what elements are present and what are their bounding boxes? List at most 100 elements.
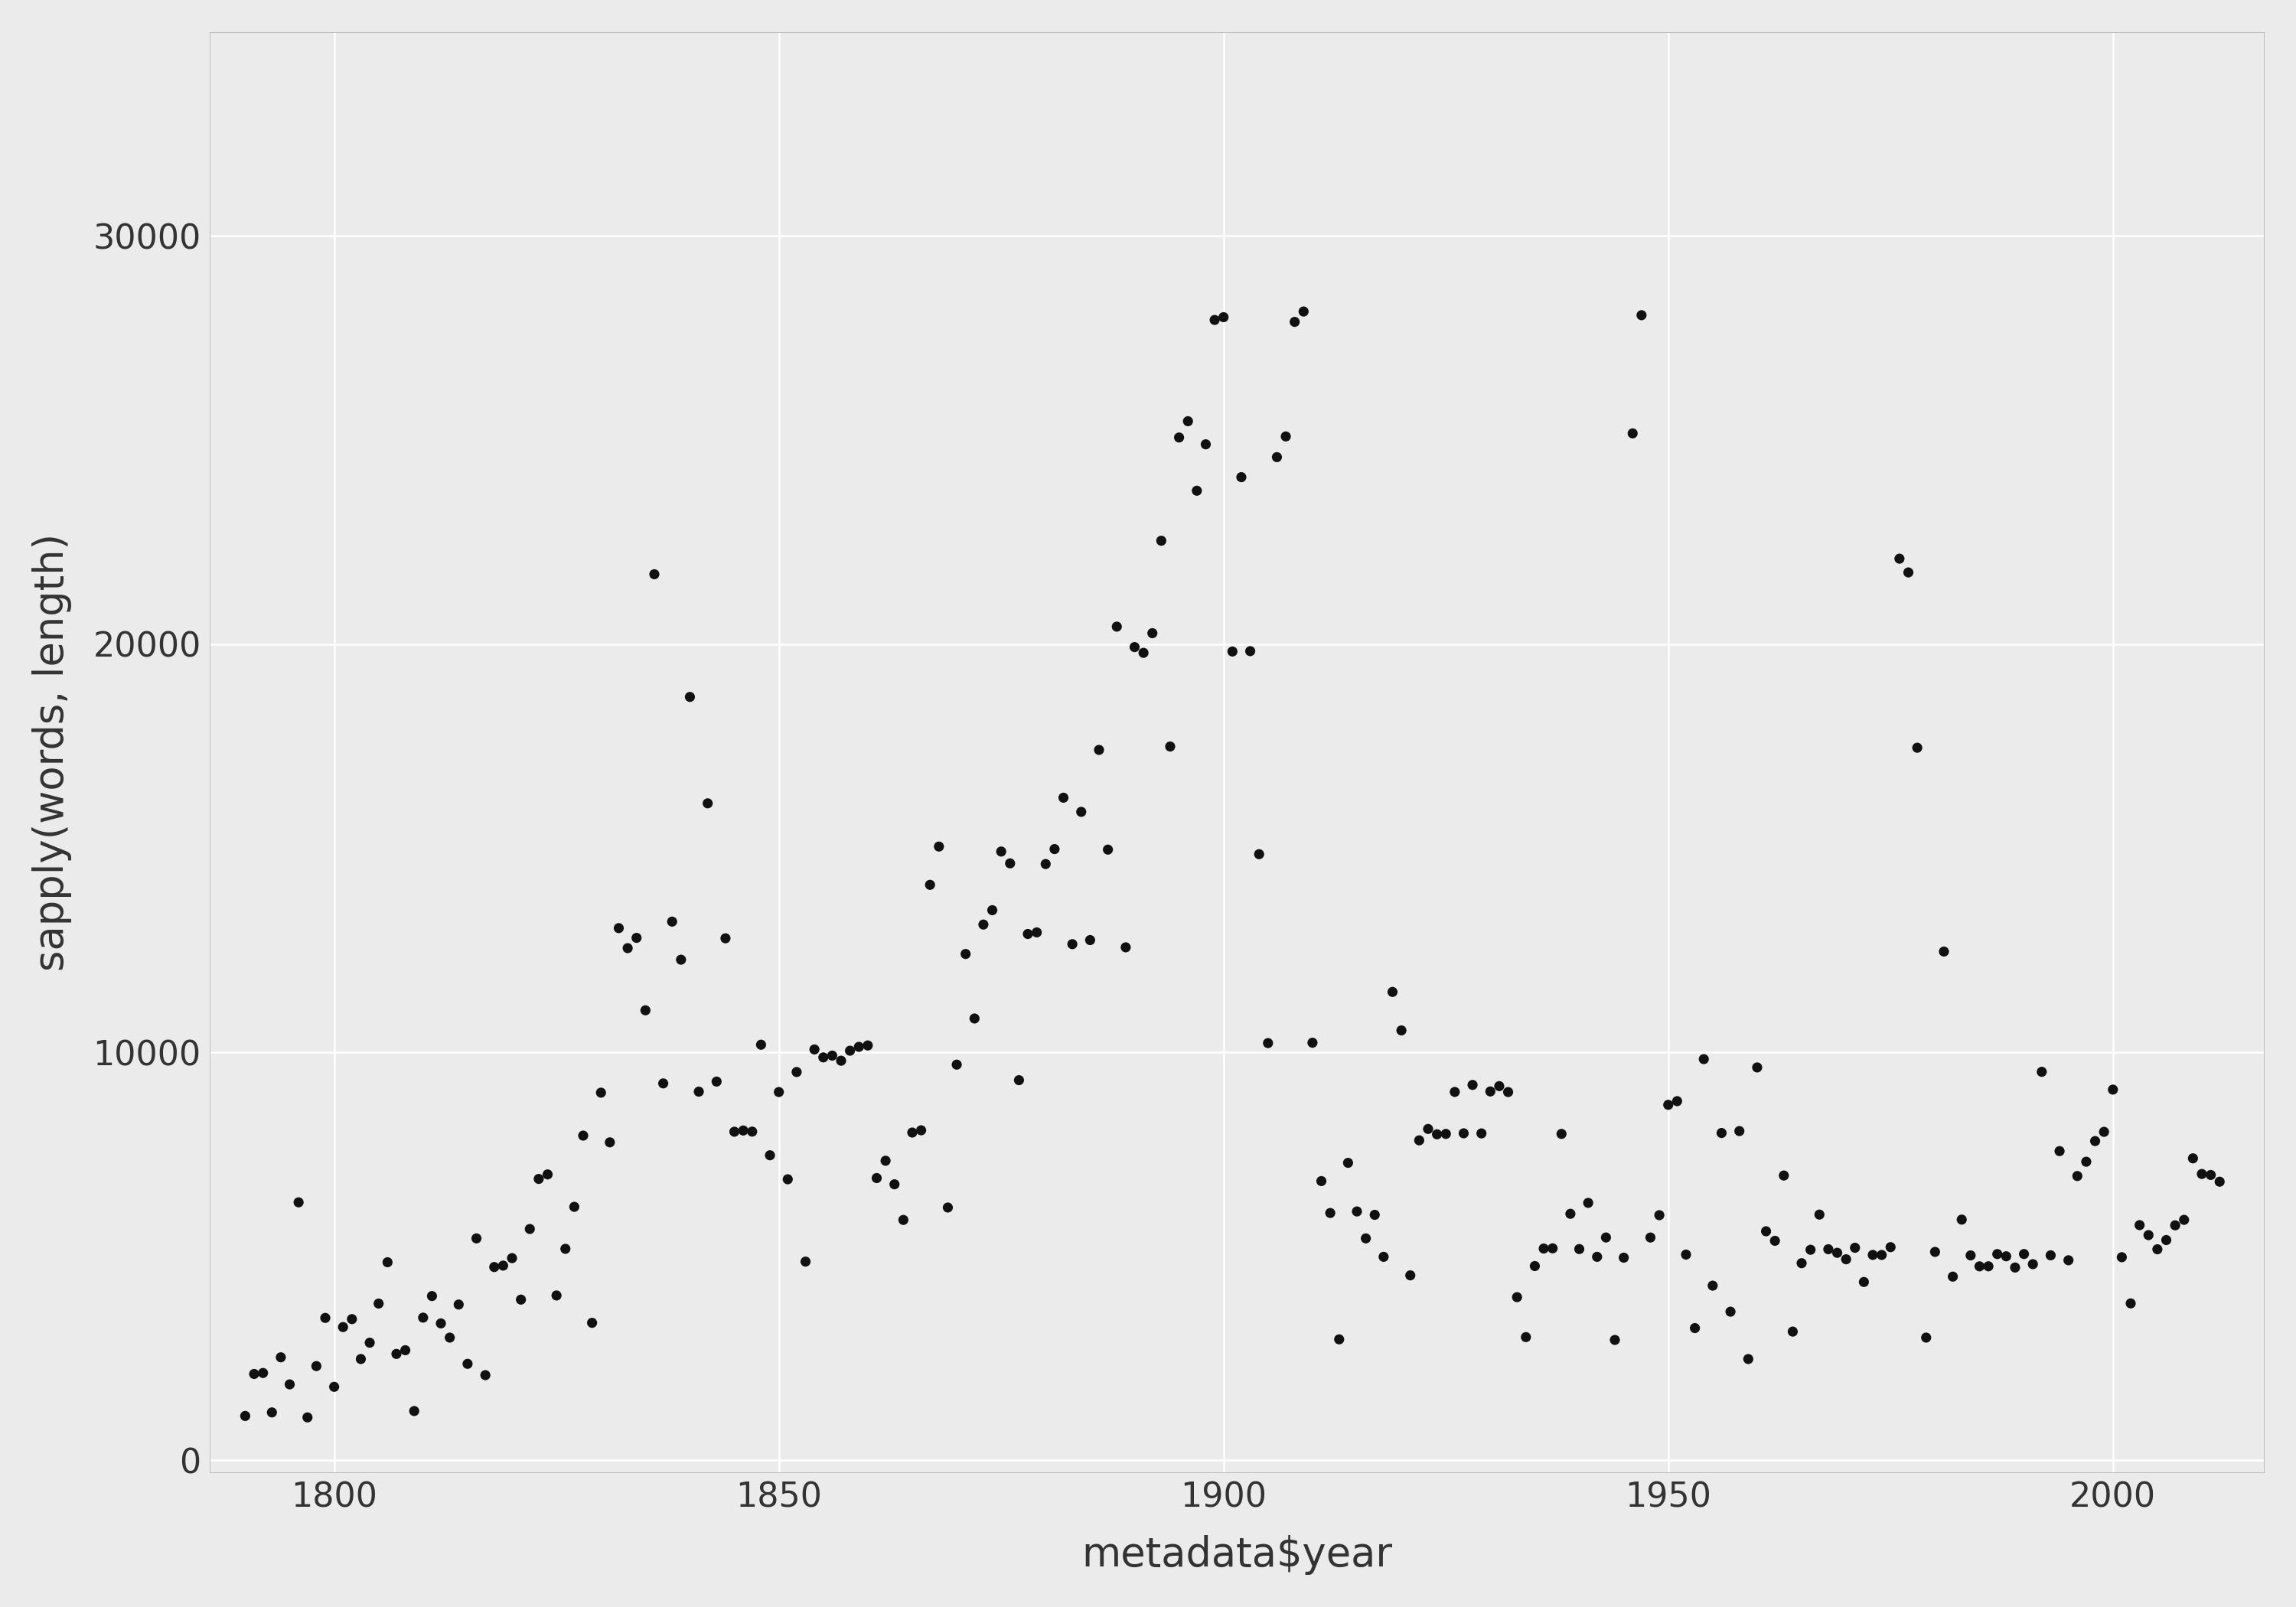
Point bbox=[1178, 477, 1215, 503]
Point bbox=[2085, 1118, 2122, 1144]
Point bbox=[948, 942, 985, 967]
Point bbox=[618, 926, 654, 951]
Point bbox=[840, 1033, 877, 1059]
Point bbox=[1382, 1017, 1419, 1043]
Point bbox=[1596, 1327, 1632, 1353]
Point bbox=[877, 1172, 914, 1197]
Point bbox=[1722, 1118, 1759, 1144]
Point bbox=[1738, 1054, 1775, 1080]
Point bbox=[698, 1069, 735, 1094]
Point bbox=[1045, 784, 1081, 810]
Point bbox=[388, 1337, 425, 1363]
Point bbox=[379, 1342, 416, 1368]
Point bbox=[1623, 302, 1660, 328]
Point bbox=[574, 1310, 611, 1335]
Point bbox=[1125, 640, 1162, 665]
Point bbox=[2023, 1059, 2060, 1085]
Point bbox=[636, 561, 673, 587]
Point bbox=[1970, 1253, 2007, 1279]
Point bbox=[475, 1253, 512, 1279]
Point bbox=[395, 1398, 432, 1424]
Point bbox=[859, 1165, 895, 1191]
Point bbox=[850, 1033, 886, 1059]
Point bbox=[1205, 304, 1242, 329]
Point bbox=[1988, 1244, 2025, 1270]
Point bbox=[512, 1216, 549, 1242]
Point bbox=[530, 1162, 567, 1188]
Point bbox=[1998, 1255, 2034, 1281]
Point bbox=[1267, 424, 1304, 450]
Point bbox=[1072, 927, 1109, 953]
Point bbox=[556, 1194, 592, 1220]
Point bbox=[664, 947, 700, 972]
Point bbox=[1081, 738, 1118, 763]
Point bbox=[2007, 1241, 2043, 1266]
Point bbox=[1942, 1207, 1979, 1233]
Point bbox=[921, 834, 957, 860]
Point bbox=[2140, 1236, 2177, 1261]
Point bbox=[1766, 1163, 1802, 1189]
Point bbox=[1828, 1247, 1864, 1273]
Point bbox=[930, 1194, 967, 1220]
Point bbox=[822, 1048, 859, 1073]
Point bbox=[831, 1038, 868, 1064]
Point bbox=[2156, 1212, 2193, 1237]
Point bbox=[2112, 1290, 2149, 1316]
Point bbox=[1116, 635, 1153, 660]
Point bbox=[1525, 1236, 1561, 1261]
Point bbox=[1809, 1236, 1846, 1261]
Point bbox=[1685, 1046, 1722, 1072]
Point bbox=[466, 1363, 503, 1388]
Point bbox=[1642, 1202, 1678, 1228]
Point bbox=[1401, 1128, 1437, 1154]
Point bbox=[1357, 1202, 1394, 1228]
Point bbox=[1169, 408, 1205, 434]
Point bbox=[1134, 620, 1171, 646]
Point bbox=[592, 1130, 629, 1155]
Point bbox=[1107, 935, 1143, 961]
Point bbox=[939, 1051, 976, 1077]
Point bbox=[1091, 837, 1127, 863]
Point bbox=[1258, 444, 1295, 469]
Point bbox=[262, 1345, 298, 1371]
Point bbox=[1694, 1273, 1731, 1298]
Point bbox=[884, 1207, 921, 1233]
Point bbox=[2103, 1244, 2140, 1270]
Point bbox=[797, 1037, 833, 1062]
Point bbox=[1580, 1244, 1616, 1270]
Point bbox=[2041, 1138, 2078, 1163]
Y-axis label: sapply(words, length): sapply(words, length) bbox=[32, 534, 71, 971]
Point bbox=[342, 1347, 379, 1372]
Point bbox=[868, 1147, 905, 1173]
Point bbox=[1499, 1284, 1536, 1310]
Point bbox=[1908, 1324, 1945, 1350]
Point bbox=[760, 1080, 797, 1106]
Point bbox=[1515, 1253, 1552, 1279]
Point bbox=[1026, 852, 1063, 877]
Point bbox=[955, 1006, 992, 1032]
Point bbox=[1713, 1298, 1750, 1324]
Point bbox=[1961, 1253, 1998, 1279]
Point bbox=[1784, 1250, 1821, 1276]
Point bbox=[404, 1305, 441, 1331]
Point bbox=[521, 1167, 558, 1192]
Point bbox=[902, 1117, 939, 1143]
Point bbox=[422, 1311, 459, 1337]
Point bbox=[2183, 1162, 2220, 1188]
Point bbox=[1444, 1120, 1481, 1146]
Point bbox=[974, 897, 1010, 922]
Point bbox=[432, 1324, 468, 1350]
Point bbox=[1846, 1270, 1883, 1295]
Point bbox=[583, 1080, 620, 1106]
Point bbox=[1632, 1225, 1669, 1250]
Point bbox=[1543, 1122, 1580, 1147]
Point bbox=[964, 911, 1001, 937]
Point bbox=[1001, 1067, 1038, 1093]
Point bbox=[1240, 842, 1277, 868]
Point bbox=[1508, 1324, 1545, 1350]
Point bbox=[1534, 1236, 1570, 1261]
Point bbox=[1658, 1088, 1694, 1114]
Point bbox=[1054, 932, 1091, 958]
Point bbox=[912, 873, 948, 898]
Point bbox=[1233, 638, 1270, 664]
